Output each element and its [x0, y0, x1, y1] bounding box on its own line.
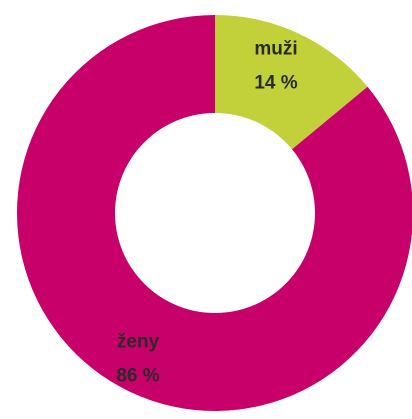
slice — [215, 15, 368, 150]
value-label: 14 % — [254, 72, 297, 93]
slice-label: muži — [254, 38, 297, 59]
slice — [17, 15, 412, 411]
slice-label: ženy — [117, 332, 160, 353]
value-label: 86 % — [116, 366, 159, 387]
